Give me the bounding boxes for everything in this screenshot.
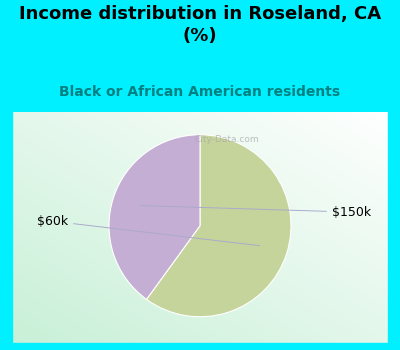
Bar bbox=[388, 112, 400, 350]
Text: Black or African American residents: Black or African American residents bbox=[60, 85, 340, 99]
Bar bbox=[0, 343, 400, 350]
Bar bbox=[0, 112, 12, 350]
Text: Income distribution in Roseland, CA
(%): Income distribution in Roseland, CA (%) bbox=[19, 5, 381, 45]
Text: $60k: $60k bbox=[37, 215, 260, 246]
Wedge shape bbox=[109, 135, 200, 299]
Wedge shape bbox=[146, 135, 291, 317]
Text: $150k: $150k bbox=[140, 205, 371, 219]
Text: City-Data.com: City-Data.com bbox=[195, 135, 260, 144]
